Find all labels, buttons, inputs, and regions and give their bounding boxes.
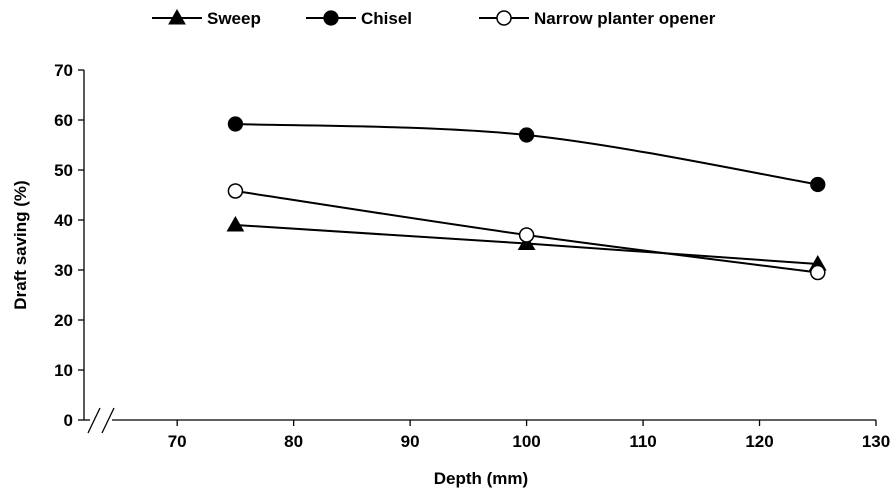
x-axis-break-mark [87,407,115,434]
legend-label-narrow-planter-opener: Narrow planter opener [534,9,716,28]
y-tick-label: 30 [54,261,73,280]
y-tick-label: 70 [54,61,73,80]
legend: Sweep Chisel Narrow planter opener [152,8,716,28]
data-point-sweep [226,215,245,232]
x-tick-label: 70 [168,432,187,451]
data-point-narrow-planter-opener [227,183,244,199]
y-tick-label: 20 [54,311,73,330]
y-tick-label: 50 [54,161,73,180]
y-tick-label: 40 [54,211,73,230]
series-chisel [227,116,826,193]
y-tick-label: 10 [54,361,73,380]
data-point-chisel [518,127,535,143]
data-point-narrow-planter-opener [518,227,535,243]
data-point-narrow-planter-opener [810,264,826,281]
series-layer [226,116,827,281]
x-tick-label: 90 [401,432,420,451]
x-tick-label: 120 [745,432,773,451]
x-tick-label: 130 [862,432,890,451]
y-ticks: 0 10 20 30 40 50 60 70 [54,61,84,430]
axis-break-line [101,407,115,434]
legend-label-sweep: Sweep [207,9,261,28]
legend-label-chisel: Chisel [361,9,412,28]
x-tick-label: 80 [284,432,303,451]
x-axis-title: Depth (mm) [434,469,528,488]
x-ticks: 70 80 90 100 110 120 130 [168,420,890,451]
legend-marker-sweep [168,8,186,25]
legend-item-chisel: Chisel [306,9,412,28]
axis-break-line [87,407,101,434]
legend-item-narrow-planter-opener: Narrow planter opener [479,9,716,28]
data-point-chisel [810,176,826,193]
data-point-chisel [227,116,244,132]
x-tick-label: 100 [512,432,540,451]
y-tick-label: 60 [54,111,73,130]
legend-marker-narrow-planter-opener [496,10,512,26]
y-axis-title: Draft saving (%) [11,180,30,309]
axes: 0 10 20 30 40 50 60 70 70 80 90 100 110 120 130 [54,61,890,451]
legend-marker-chisel [323,10,339,26]
y-tick-label: 0 [64,411,73,430]
series-narrow-planter-opener [227,183,826,281]
x-tick-label: 110 [629,432,656,451]
legend-item-sweep: Sweep [152,8,261,28]
